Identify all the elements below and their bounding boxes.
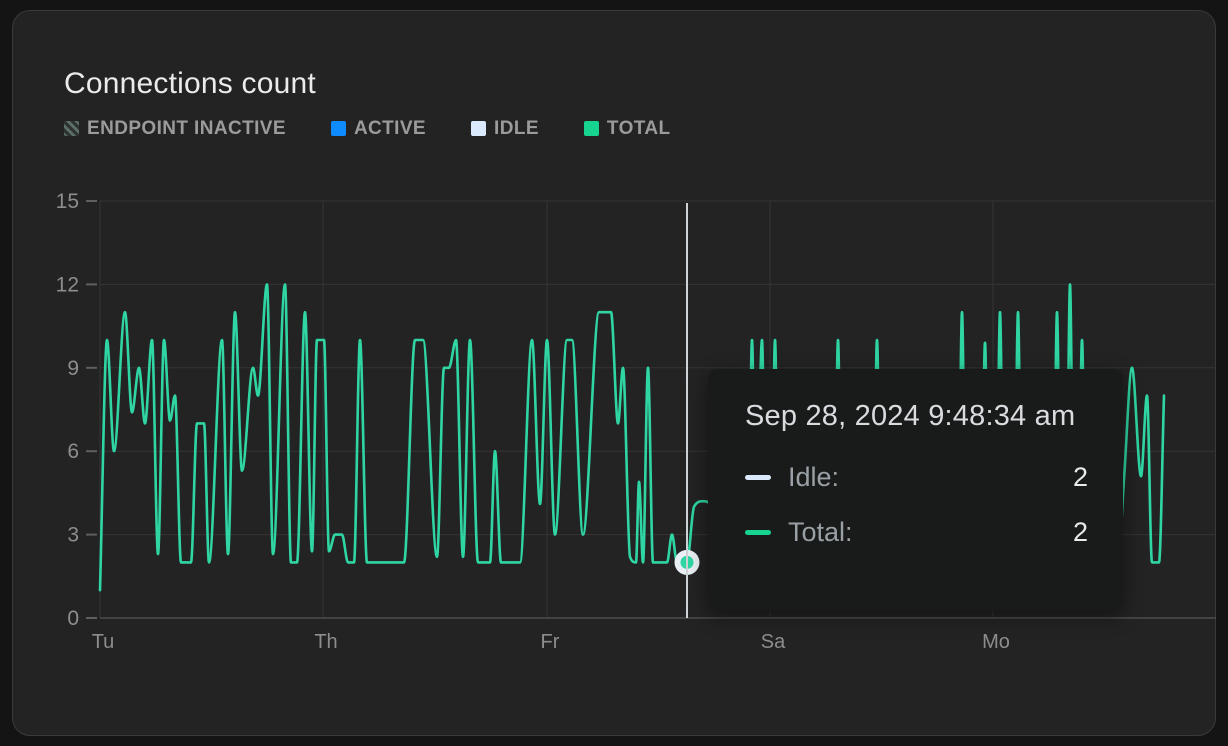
- legend-item-idle[interactable]: IDLE: [471, 119, 539, 138]
- total-swatch-icon: [583, 121, 599, 136]
- x-axis-label: Mo: [982, 631, 1010, 653]
- chart-tooltip: Sep 28, 2024 9:48:34 am Idle: 2 Total: 2: [708, 369, 1123, 610]
- x-axis-label: Fr: [541, 631, 560, 653]
- legend-item-active[interactable]: ACTIVE: [330, 118, 427, 139]
- legend-item-label: IDLE: [494, 118, 539, 139]
- tooltip-title: Sep 28, 2024 9:48:34 am: [745, 400, 1076, 432]
- x-axis-label: Th: [314, 631, 337, 653]
- y-axis-label: 12: [56, 273, 79, 296]
- tooltip-row-label: Idle:: [788, 462, 840, 492]
- x-axis-label: Tu: [92, 631, 115, 653]
- legend-item-label: TOTAL: [606, 118, 671, 139]
- y-axis-label: 9: [67, 357, 79, 380]
- legend-item-total[interactable]: TOTAL: [583, 118, 671, 139]
- legend-item-endpoint-inactive[interactable]: ENDPOINT INACTIVE: [64, 119, 286, 138]
- active-swatch-icon: [330, 121, 346, 136]
- chart-legend: ENDPOINT INACTIVE ACTIVE IDLE TOTAL: [64, 119, 670, 138]
- total-series-dash-icon: [745, 530, 771, 535]
- tooltip-row-idle: Idle: 2: [745, 462, 1088, 493]
- idle-swatch-icon: [471, 121, 487, 136]
- panel-title: Connections count: [64, 67, 316, 100]
- idle-series-dash-icon: [745, 475, 771, 480]
- x-axis-label: Sa: [761, 631, 786, 653]
- y-axis-label: 0: [67, 607, 79, 630]
- endpoint-inactive-swatch-icon: [64, 121, 79, 136]
- tooltip-row-label: Total:: [788, 517, 853, 547]
- tooltip-row-value: 2: [1072, 517, 1088, 547]
- legend-item-label: ENDPOINT INACTIVE: [87, 118, 286, 139]
- tooltip-row-total: Total: 2: [745, 517, 1088, 548]
- y-axis-label: 6: [67, 440, 79, 463]
- tooltip-row-value: 2: [1072, 462, 1088, 492]
- legend-item-label: ACTIVE: [353, 118, 427, 139]
- y-axis-label: 15: [56, 190, 79, 213]
- y-axis-label: 3: [67, 524, 79, 547]
